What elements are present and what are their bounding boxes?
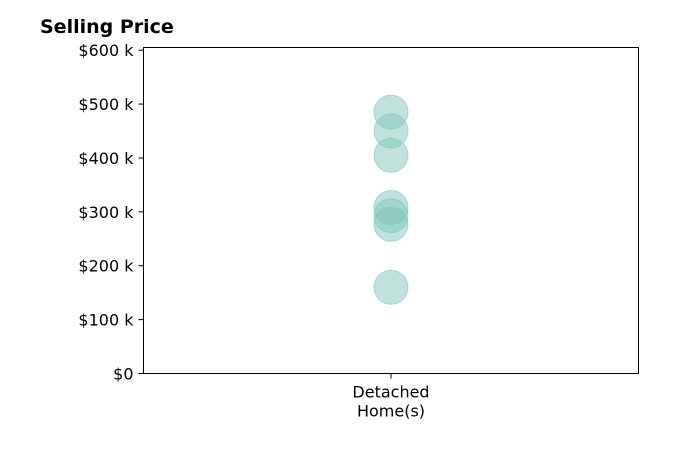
chart-title: Selling Price: [40, 16, 174, 38]
y-tick-label: $300 k: [78, 203, 134, 222]
y-axis: $0 $100 k $200 k $300 k $400 k $500 k $600 k: [78, 41, 144, 384]
x-tick-label: Home(s): [357, 402, 425, 421]
data-point: [373, 269, 409, 305]
y-tick-label: $0: [113, 365, 133, 384]
y-tick-label: $200 k: [78, 257, 134, 276]
data-point: [373, 137, 409, 173]
y-tick-label: $100 k: [78, 311, 134, 330]
y-tick-label: $400 k: [78, 149, 134, 168]
y-tick-label: $600 k: [78, 41, 134, 60]
data-points: [373, 94, 409, 305]
x-tick-label: Detached: [352, 383, 429, 402]
y-tick-label: $500 k: [78, 95, 134, 114]
data-point: [373, 206, 409, 242]
